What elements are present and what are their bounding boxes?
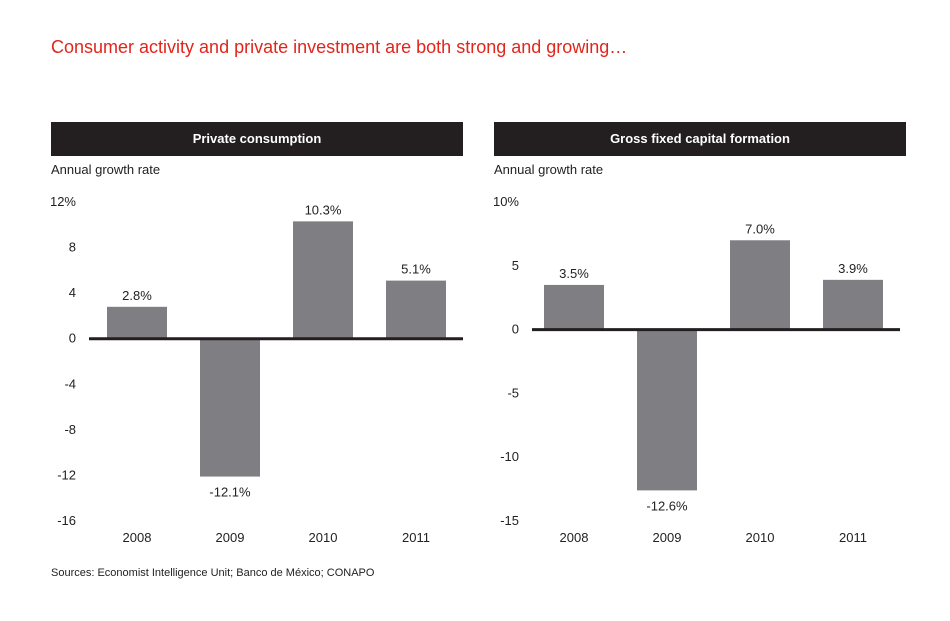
data-label-2010: 10.3%	[305, 202, 342, 217]
chart-panel-gross-fixed-capital-formation: Gross fixed capital formation Annual gro…	[493, 122, 906, 552]
x-category-label: 2009	[653, 530, 682, 545]
bar-2010	[293, 221, 353, 339]
y-axis-label: Annual growth rate	[51, 162, 161, 177]
data-label-2009: -12.6%	[646, 498, 688, 513]
x-category-label: 2008	[560, 530, 589, 545]
y-tick-label: 0	[69, 331, 76, 346]
x-category-label: 2010	[746, 530, 775, 545]
x-category-label: 2009	[216, 530, 245, 545]
sources-note: Sources: Economist Intelligence Unit; Ba…	[51, 567, 375, 579]
x-category-label: 2010	[309, 530, 338, 545]
y-tick-label: -15	[500, 513, 519, 528]
data-label-2010: 7.0%	[745, 221, 775, 236]
y-tick-label: -12	[57, 467, 76, 482]
data-label-2008: 3.5%	[559, 266, 589, 281]
data-label-2008: 2.8%	[122, 288, 152, 303]
bar-2009	[637, 329, 697, 491]
x-category-label: 2008	[123, 530, 152, 545]
y-tick-label: 5	[512, 258, 519, 273]
data-label-2009: -12.1%	[209, 485, 251, 500]
chart-panel-private-consumption: Private consumption Annual growth rate 1…	[50, 122, 463, 552]
bar-2011	[386, 280, 446, 339]
chart-title: Gross fixed capital formation	[494, 122, 906, 156]
x-category-label: 2011	[839, 530, 867, 545]
bar-2011	[823, 279, 883, 330]
bar-2008	[107, 306, 167, 339]
bar-2010	[730, 240, 790, 330]
y-tick-label: -4	[64, 376, 76, 391]
bar-chart-private-consumption: 12% 8 4 0 -4 -8 -12 -16 2.8% 2008 -12.1% 2009 10.3% 2…	[50, 194, 463, 545]
data-label-2011: 3.9%	[838, 261, 868, 276]
y-tick-label: 4	[69, 285, 76, 300]
y-axis-label: Annual growth rate	[494, 162, 604, 177]
y-tick-label: 8	[69, 240, 76, 255]
y-tick-label: 10%	[493, 194, 519, 209]
bar-2009	[200, 338, 260, 477]
bar-chart-gross-fixed-capital-formation: 10% 5 0 -5 -10 -15 3.5% 2008 -12.6% 2009 7.0% 2010 3…	[493, 194, 900, 545]
bar-2008	[544, 284, 604, 330]
y-tick-label: 0	[512, 322, 519, 337]
y-tick-label: -8	[64, 422, 76, 437]
headline: Consumer activity and private investment…	[51, 37, 628, 57]
y-tick-label: 12%	[50, 194, 76, 209]
y-tick-label: -5	[507, 385, 519, 400]
y-tick-label: -10	[500, 449, 519, 464]
y-tick-label: -16	[57, 513, 76, 528]
chart-title: Private consumption	[51, 122, 463, 156]
x-category-label: 2011	[402, 530, 430, 545]
data-label-2011: 5.1%	[401, 262, 431, 277]
